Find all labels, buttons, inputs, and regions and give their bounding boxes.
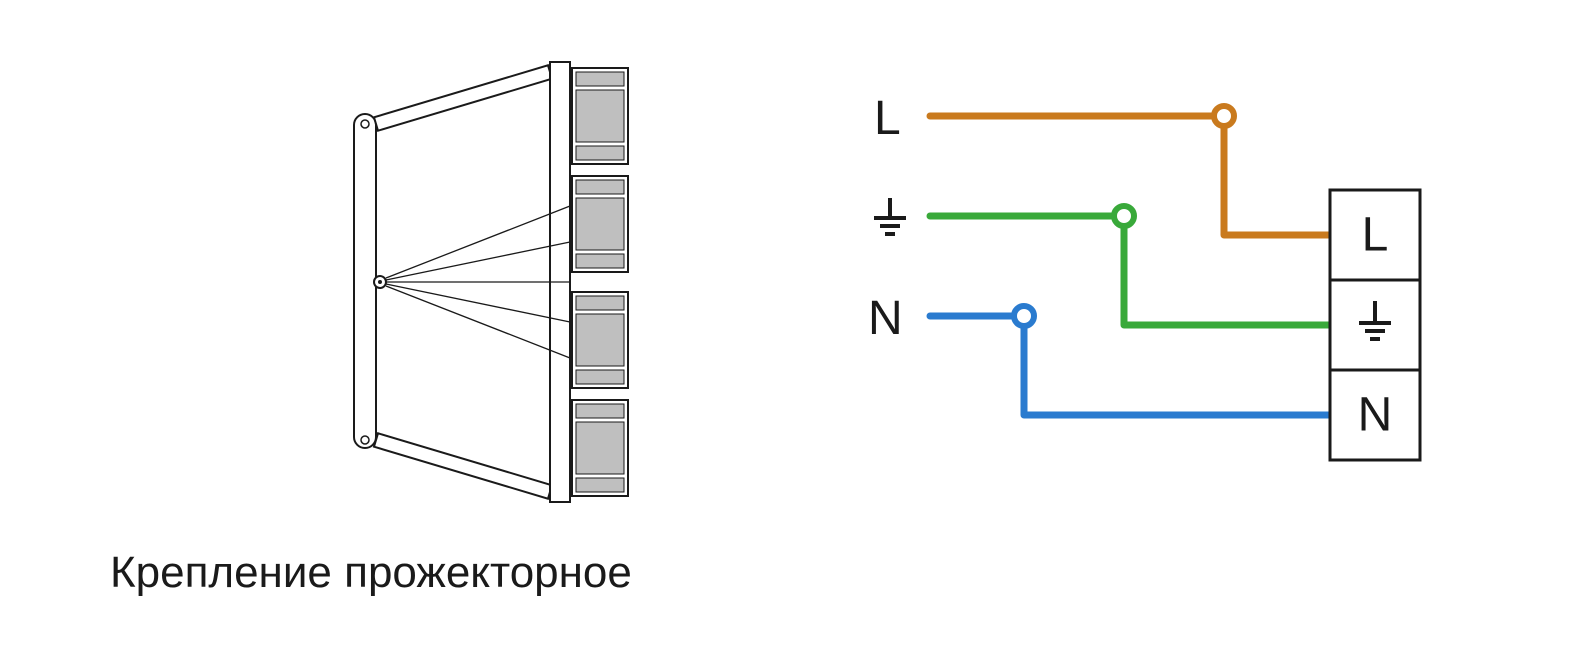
wire-n	[930, 316, 1330, 415]
input-label-n: N	[868, 292, 903, 345]
input-label-l: L	[874, 92, 901, 145]
node-n	[1014, 306, 1034, 326]
terminal-label-n: N	[1358, 389, 1393, 442]
node-l	[1214, 106, 1234, 126]
terminal-label-l: L	[1362, 209, 1389, 262]
ground-icon	[874, 198, 906, 234]
figure-caption: Крепление прожекторное	[110, 548, 632, 598]
page: L N L N Крепление прожекторное	[0, 0, 1588, 648]
bracket-drawing	[320, 42, 680, 522]
wiring-diagram: L N L N	[860, 60, 1460, 500]
node-g	[1114, 206, 1134, 226]
